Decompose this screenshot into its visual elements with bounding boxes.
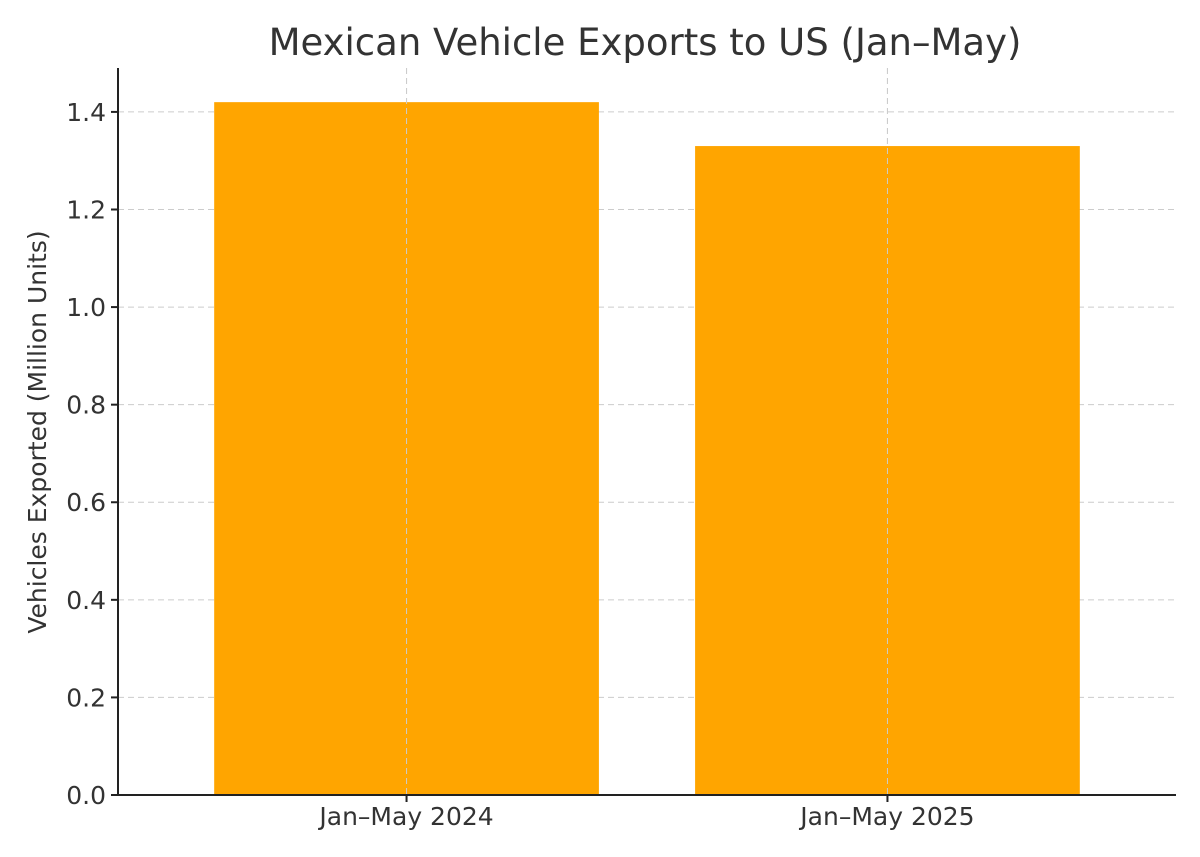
axes: [117, 68, 1176, 796]
x-tick-label: Jan–May 2024: [317, 802, 493, 831]
bars: [214, 68, 1080, 796]
y-tick-label: 0.0: [66, 781, 106, 810]
chart-title: Mexican Vehicle Exports to US (Jan–May): [269, 21, 1022, 64]
y-tick-label: 1.0: [66, 293, 106, 322]
y-axis-label: Vehicles Exported (Million Units): [23, 230, 52, 633]
x-tick-label: Jan–May 2025: [798, 802, 974, 831]
y-tick-label: 0.8: [66, 391, 106, 420]
y-tick-label: 0.2: [66, 683, 106, 712]
y-tick-label: 0.4: [66, 586, 106, 615]
y-tick-label: 0.6: [66, 488, 106, 517]
x-ticks: Jan–May 2024 Jan–May 2025: [317, 795, 975, 831]
y-tick-label: 1.2: [66, 195, 106, 224]
y-ticks: 0.0 0.2 0.4 0.6 0.8 1.0 1.2 1.4: [66, 98, 118, 810]
y-tick-label: 1.4: [66, 98, 106, 127]
